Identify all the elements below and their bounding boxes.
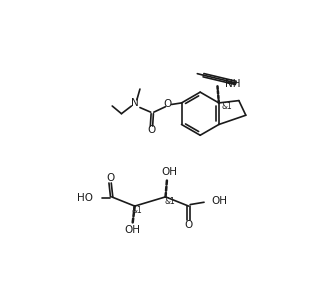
Text: &1: &1 <box>164 197 175 206</box>
Text: OH: OH <box>124 225 140 235</box>
Text: O: O <box>164 99 172 110</box>
Text: &1: &1 <box>221 101 232 110</box>
Text: O: O <box>106 173 114 183</box>
Text: OH: OH <box>212 196 228 206</box>
Text: N: N <box>132 98 139 108</box>
Text: NH: NH <box>225 79 241 89</box>
Text: O: O <box>148 125 156 135</box>
Text: &1: &1 <box>132 206 142 215</box>
Text: O: O <box>185 219 193 230</box>
Text: HO: HO <box>77 193 93 203</box>
Text: OH: OH <box>161 167 177 177</box>
